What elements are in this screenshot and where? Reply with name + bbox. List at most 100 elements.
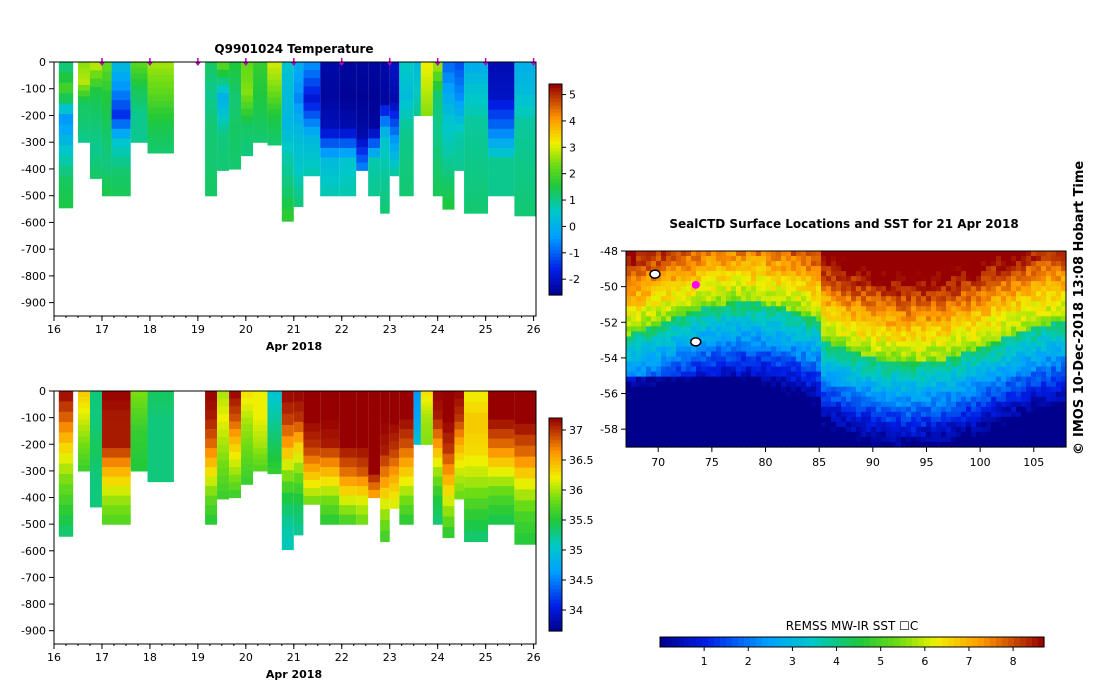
sst-cell bbox=[986, 411, 992, 418]
profile-17-cell bbox=[339, 109, 357, 120]
colorbar-tick-label: 36.5 bbox=[569, 454, 594, 467]
profile-29-cell bbox=[514, 500, 536, 512]
sst-cell bbox=[916, 286, 922, 292]
sst-cell bbox=[871, 361, 877, 368]
profile-9-cell bbox=[229, 146, 242, 155]
sst-cell bbox=[776, 261, 782, 267]
sst-cell bbox=[656, 411, 662, 418]
sst-cell bbox=[946, 381, 952, 388]
profile-18-cell bbox=[356, 69, 369, 79]
sst-cell bbox=[1046, 301, 1052, 307]
profile-12-cell bbox=[267, 109, 282, 116]
sst-cell bbox=[656, 291, 662, 297]
sst-cell bbox=[911, 311, 917, 317]
y-tick-label: -300 bbox=[21, 136, 46, 149]
sst-cell bbox=[691, 436, 697, 443]
sst-cell bbox=[1016, 346, 1022, 353]
sst-cell bbox=[931, 316, 937, 322]
profile-1-cell bbox=[77, 402, 90, 409]
sst-cell bbox=[686, 361, 692, 368]
sst-cell bbox=[816, 321, 822, 327]
sst-cell bbox=[876, 361, 882, 368]
profile-14-cell bbox=[303, 439, 321, 449]
sst-cell bbox=[676, 321, 682, 327]
sst-cell bbox=[911, 441, 917, 448]
sst-cell bbox=[861, 291, 867, 297]
sst-cell bbox=[801, 296, 807, 302]
profile-8-cell bbox=[217, 108, 230, 117]
profile-12-cell bbox=[267, 79, 282, 87]
profile-29-cell bbox=[488, 128, 515, 139]
sst-cell bbox=[971, 381, 977, 388]
sst-cell bbox=[1001, 321, 1007, 327]
sst-cell bbox=[751, 386, 757, 393]
sst-cell bbox=[1001, 291, 1007, 297]
sst-cell bbox=[896, 276, 902, 282]
sst-cell bbox=[916, 436, 922, 443]
sst-cell bbox=[671, 316, 677, 322]
colorbar-swatch bbox=[549, 449, 562, 455]
sst-cell bbox=[1021, 351, 1027, 358]
sst-cell bbox=[791, 276, 797, 282]
sst-cell bbox=[776, 366, 782, 373]
sst-cell bbox=[756, 251, 762, 257]
sst-cell bbox=[861, 281, 867, 287]
sst-cell bbox=[1016, 296, 1022, 302]
profile-29-cell bbox=[488, 81, 515, 92]
profile-24-cell bbox=[420, 77, 433, 82]
salinity-y-ticks: 0-100-200-300-400-500-600-700-800-900 bbox=[21, 385, 54, 638]
sst-cell bbox=[676, 306, 682, 312]
sst-cell bbox=[826, 301, 832, 307]
sst-colorbar-swatch bbox=[912, 637, 919, 647]
sst-cell bbox=[646, 301, 652, 307]
sst-cell bbox=[1041, 296, 1047, 302]
sst-cell bbox=[856, 341, 862, 348]
sst-cell bbox=[726, 331, 732, 338]
profile-0-cell bbox=[58, 176, 74, 188]
sst-cell bbox=[671, 306, 677, 312]
profile-26-cell bbox=[442, 188, 455, 200]
sst-cell bbox=[741, 396, 747, 403]
sst-cell bbox=[1026, 391, 1032, 398]
sst-cell bbox=[996, 336, 1002, 343]
sst-cell bbox=[641, 316, 647, 322]
sst-cell bbox=[841, 371, 847, 378]
sst-cell bbox=[786, 316, 792, 322]
sst-cell bbox=[626, 401, 632, 408]
sst-cell bbox=[701, 281, 707, 287]
profile-26-cell bbox=[454, 414, 465, 423]
sst-cell bbox=[1061, 281, 1067, 287]
profile-29-cell bbox=[488, 147, 515, 159]
sst-cell bbox=[1051, 426, 1057, 433]
sst-cell bbox=[1021, 366, 1027, 373]
profile-30-cell bbox=[514, 171, 536, 184]
sst-cell bbox=[1031, 436, 1037, 443]
sst-cell bbox=[651, 301, 657, 307]
profile-28-cell bbox=[488, 391, 515, 402]
sst-cell bbox=[811, 341, 817, 348]
sst-cell bbox=[641, 341, 647, 348]
sst-cell bbox=[826, 286, 832, 292]
sst-cell bbox=[961, 421, 967, 428]
y-tick-label: -700 bbox=[21, 243, 46, 256]
sst-cell bbox=[956, 296, 962, 302]
sst-cell bbox=[891, 411, 897, 418]
profile-23-cell bbox=[413, 84, 421, 90]
sst-cell bbox=[681, 411, 687, 418]
sst-cell bbox=[1041, 281, 1047, 287]
colorbar-swatch bbox=[549, 581, 562, 586]
profile-25-cell bbox=[432, 81, 443, 92]
sst-cell bbox=[636, 311, 642, 317]
colorbar-swatch bbox=[549, 552, 562, 558]
sst-cell bbox=[791, 386, 797, 393]
profile-23-cell bbox=[413, 77, 421, 82]
profile-0-cell bbox=[58, 145, 74, 157]
sst-cell bbox=[1001, 441, 1007, 448]
profile-16-cell bbox=[320, 157, 340, 168]
sst-cell bbox=[886, 261, 892, 267]
profile-13-cell bbox=[293, 514, 304, 526]
x-tick-label: 19 bbox=[191, 651, 205, 664]
sst-cell bbox=[766, 421, 772, 428]
sst-cell bbox=[1026, 256, 1032, 262]
sst-cell bbox=[911, 261, 917, 267]
